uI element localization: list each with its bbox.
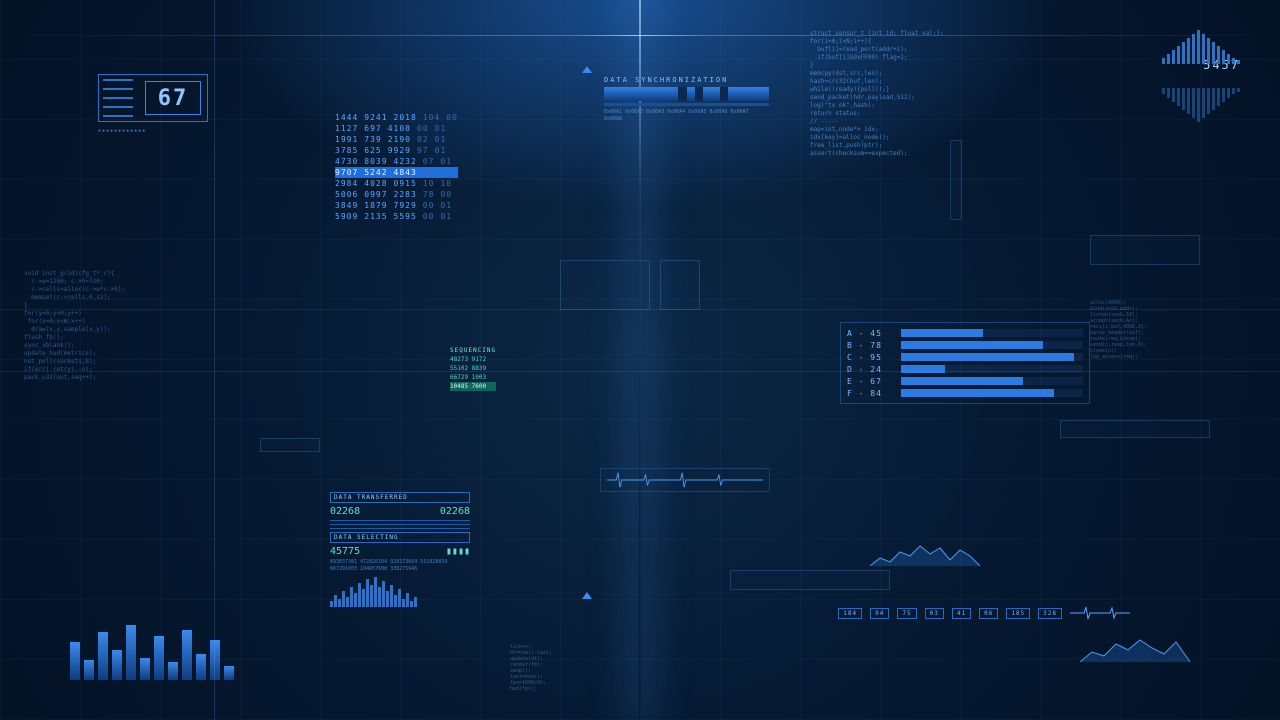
ghost-panel xyxy=(1060,420,1210,438)
equalizer-topright xyxy=(1162,30,1240,64)
code-block-right: alloc(4096); bind(sock,addr); listen(soc… xyxy=(1090,300,1220,360)
code-block-topright: struct sensor_t {int id; float val;}; fo… xyxy=(810,30,1000,158)
ghost-panel xyxy=(660,260,700,310)
transfer-panel: DATA TRANSFERRED 02268 02268 DATA SELECTI… xyxy=(330,492,470,607)
transfer-title: DATA TRANSFERRED xyxy=(330,492,470,503)
marker-triangle-icon xyxy=(582,592,592,599)
status-strip: 1849475034106185328 xyxy=(838,606,1130,620)
counter-value: 67 xyxy=(158,86,189,111)
data-matrix: 1444924120181040011276974108000119917392… xyxy=(335,112,458,222)
ghost-panel xyxy=(730,570,890,590)
marker-triangle-icon xyxy=(582,66,592,73)
counter-panel: 67 xyxy=(98,74,208,122)
selecting-num: 45775 xyxy=(330,546,360,557)
selecting-title: DATA SELECTING xyxy=(330,532,470,543)
horizontal-bar-chart: A - 45B - 78C - 95D - 24E - 67F - 84 xyxy=(840,322,1090,404)
lens-flare-horizontal xyxy=(0,35,1280,36)
transfer-num1: 02268 xyxy=(330,506,360,517)
code-block-left: void init_grid(cfg_t* c){ c->w=1280; c->… xyxy=(24,270,224,382)
code-block-bottom: tick++; dt=now()-last; update(dt); rende… xyxy=(510,644,630,692)
ghost-panel xyxy=(1090,235,1200,265)
teal-sequence-table: SEQUENCING48273 917255102 883966729 1003… xyxy=(450,346,496,391)
transfer-num2: 02268 xyxy=(440,506,470,517)
sync-bars xyxy=(604,87,769,101)
bar-chart-bottomleft xyxy=(70,625,234,680)
waveform-panel xyxy=(600,468,770,492)
ghost-panel xyxy=(260,438,320,452)
ghost-panel xyxy=(560,260,650,310)
transfer-list: 893837381 472826104 920173664 551028839 … xyxy=(330,559,470,573)
sync-address-list: 0x00A1 0x00A2 0x00A3 0x00A4 0x00A5 0x00A… xyxy=(604,109,769,123)
ghost-panel xyxy=(950,140,962,220)
sync-title: DATA SYNCHRONIZATION xyxy=(604,76,769,84)
area-chart-1 xyxy=(870,538,980,566)
area-chart-2 xyxy=(1080,634,1190,662)
equalizer-topright-mirror xyxy=(1162,88,1240,122)
counter-ticks xyxy=(103,79,133,117)
counter-sublabel: ▪▪▪▪▪▪▪▪▪▪▪▪ xyxy=(98,128,146,134)
sync-panel: DATA SYNCHRONIZATION 0x00A1 0x00A2 0x00A… xyxy=(604,76,769,123)
transfer-equalizer xyxy=(330,577,470,607)
